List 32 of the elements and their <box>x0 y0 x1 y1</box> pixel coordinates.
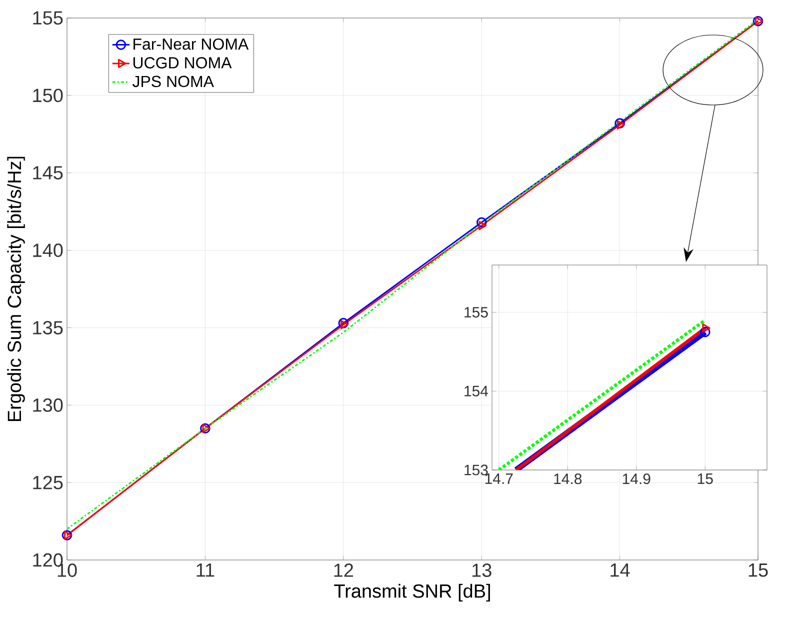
y-tick-label: 130 <box>33 398 63 412</box>
point <box>338 318 349 328</box>
x-tick-label: 14.7 <box>485 474 513 484</box>
legend-label: UCGD NOMA <box>133 57 232 68</box>
y-tick-label: 153 <box>464 464 488 476</box>
legend-label: Far-Near NOMA <box>134 38 249 50</box>
y-tick-label: 155 <box>33 11 63 25</box>
y-tick-label: 140 <box>33 244 63 258</box>
point <box>476 217 487 228</box>
point <box>755 16 764 26</box>
x-tick-label: 15 <box>748 564 768 577</box>
y-tick-label: 145 <box>33 166 63 180</box>
x-tick-label: 14.9 <box>622 474 650 484</box>
point <box>752 16 764 26</box>
y-tick-label: 125 <box>33 476 63 490</box>
legend-label: JPS NOMA <box>132 76 214 88</box>
x-tick-label: 14 <box>610 564 630 577</box>
y-axis-title: Ergodic Sum Capacity [bit/s/Hz] <box>7 156 25 422</box>
x-axis-title: Transmit SNR [dB] <box>334 584 490 602</box>
point <box>64 530 72 540</box>
x-tick-label: 11 <box>196 564 214 577</box>
x-tick-label: 14.8 <box>554 474 582 484</box>
point <box>340 320 349 330</box>
x-tick-label: 15 <box>698 474 713 484</box>
point <box>62 530 72 540</box>
y-tick-label: 135 <box>33 320 63 334</box>
y-tick-label: 155 <box>464 307 488 318</box>
x-tick-label: 12 <box>334 564 354 577</box>
x-tick-label: 13 <box>472 564 492 577</box>
y-tick-label: 150 <box>33 88 63 102</box>
point <box>478 220 487 230</box>
y-tick-label: 154 <box>464 386 488 396</box>
